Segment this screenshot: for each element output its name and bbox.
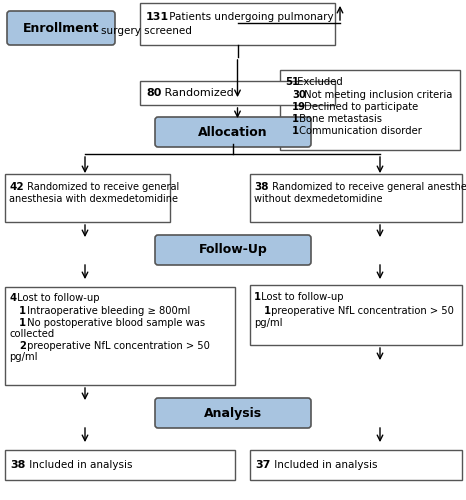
Bar bbox=[5, 174, 170, 222]
FancyBboxPatch shape bbox=[155, 235, 311, 265]
Bar bbox=[140, 81, 335, 105]
Text: Patients undergoing pulmonary: Patients undergoing pulmonary bbox=[166, 12, 334, 22]
FancyBboxPatch shape bbox=[155, 398, 311, 428]
Text: Allocation: Allocation bbox=[198, 126, 268, 138]
Text: Lost to follow-up: Lost to follow-up bbox=[259, 292, 344, 302]
Text: 131: 131 bbox=[146, 12, 169, 22]
Text: 80: 80 bbox=[146, 88, 161, 98]
Text: 37: 37 bbox=[255, 460, 270, 470]
Text: 1: 1 bbox=[254, 292, 261, 302]
Text: 42: 42 bbox=[9, 182, 24, 192]
Text: 1: 1 bbox=[264, 306, 271, 316]
Text: Included in analysis: Included in analysis bbox=[271, 460, 377, 470]
Text: Intraoperative bleeding ≥ 800ml: Intraoperative bleeding ≥ 800ml bbox=[23, 306, 190, 316]
Text: 1: 1 bbox=[292, 126, 299, 136]
Text: Bone metastasis: Bone metastasis bbox=[296, 114, 383, 124]
Bar bbox=[250, 174, 462, 222]
Text: 1: 1 bbox=[19, 306, 26, 316]
Text: Randomized to receive general anesthesia: Randomized to receive general anesthesia bbox=[269, 182, 466, 192]
Text: Not meeting inclusion criteria: Not meeting inclusion criteria bbox=[301, 90, 452, 100]
Bar bbox=[280, 70, 460, 150]
Text: 1: 1 bbox=[19, 318, 26, 328]
Text: Randomized: Randomized bbox=[161, 88, 234, 98]
Text: pg/ml: pg/ml bbox=[9, 352, 37, 362]
FancyBboxPatch shape bbox=[7, 11, 115, 45]
Text: anesthesia with dexmedetomidine: anesthesia with dexmedetomidine bbox=[9, 194, 178, 204]
Bar bbox=[250, 450, 462, 480]
Bar bbox=[5, 287, 235, 385]
Bar bbox=[250, 285, 462, 345]
Text: Lost to follow-up: Lost to follow-up bbox=[14, 293, 99, 303]
Text: Included in analysis: Included in analysis bbox=[26, 460, 132, 470]
Text: pg/ml: pg/ml bbox=[254, 318, 282, 328]
Text: 19: 19 bbox=[292, 102, 306, 112]
Text: Randomized to receive general: Randomized to receive general bbox=[24, 182, 179, 192]
Text: Enrollment: Enrollment bbox=[23, 22, 99, 35]
Bar bbox=[5, 450, 235, 480]
Text: without dexmedetomidine: without dexmedetomidine bbox=[254, 194, 383, 204]
Text: 2: 2 bbox=[19, 341, 26, 351]
Text: 4: 4 bbox=[9, 293, 16, 303]
Text: 30: 30 bbox=[292, 90, 306, 100]
Text: Declined to participate: Declined to participate bbox=[301, 102, 418, 112]
Bar bbox=[140, 3, 335, 45]
Text: collected: collected bbox=[9, 329, 54, 339]
Text: 38: 38 bbox=[10, 460, 25, 470]
FancyBboxPatch shape bbox=[155, 117, 311, 147]
Text: No postoperative blood sample was: No postoperative blood sample was bbox=[23, 318, 205, 328]
Text: 1: 1 bbox=[292, 114, 299, 124]
Text: 51: 51 bbox=[285, 77, 299, 87]
Text: Follow-Up: Follow-Up bbox=[199, 244, 267, 256]
Text: 38: 38 bbox=[254, 182, 268, 192]
Text: surgery screened: surgery screened bbox=[101, 26, 192, 36]
Text: Communication disorder: Communication disorder bbox=[296, 126, 422, 136]
Text: Excluded: Excluded bbox=[294, 77, 343, 87]
Text: preoperative NfL concentration > 50: preoperative NfL concentration > 50 bbox=[23, 341, 209, 351]
Text: Analysis: Analysis bbox=[204, 406, 262, 420]
Text: preoperative NfL concentration > 50: preoperative NfL concentration > 50 bbox=[268, 306, 454, 316]
